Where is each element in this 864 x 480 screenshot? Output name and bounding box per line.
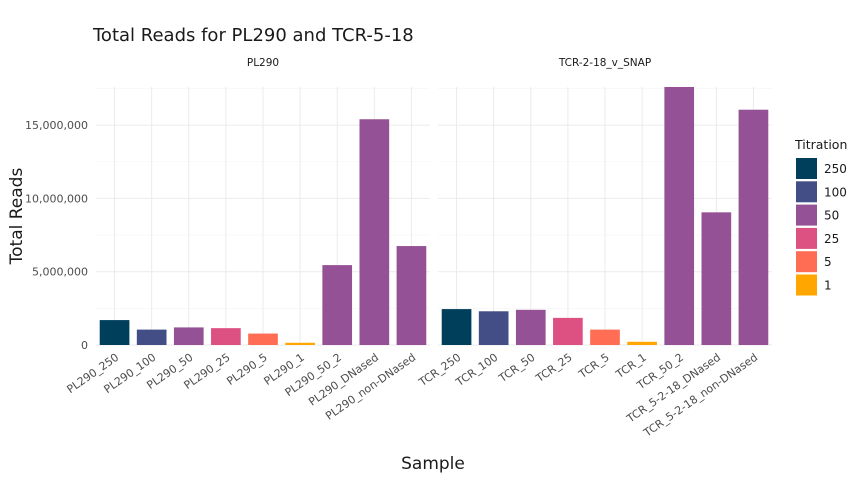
bar-TCR_5: [590, 329, 620, 345]
y-tick-label: 15,000,000: [25, 119, 88, 132]
bar-PL290_25: [211, 328, 241, 345]
bar-TCR_100: [478, 311, 509, 345]
y-tick-label: 5,000,000: [32, 266, 88, 279]
legend: Titration 250 100 50 25 5 1: [794, 137, 847, 296]
facet-label-pl290: PL290: [247, 57, 279, 69]
y-tick-label: 0: [81, 339, 88, 352]
legend-label-100: 100: [824, 185, 847, 199]
x-tick-label: TCR_25: [533, 351, 575, 386]
x-tick-label: TCR_250: [416, 351, 464, 390]
bar-PL290_50_2: [322, 265, 353, 345]
bar-TCR_5-2-18_DNased: [701, 212, 732, 345]
x-tick-label: TCR_5: [576, 351, 612, 382]
y-axis-ticks: 0 5,000,000 10,000,000 15,000,000: [25, 119, 88, 352]
bar-PL290_DNased: [359, 119, 390, 345]
legend-swatch-100: [796, 181, 817, 203]
facet-label-tcr: TCR-2-18_v_SNAP: [558, 57, 651, 69]
bar-TCR_250: [441, 309, 472, 345]
y-axis-title: Total Reads: [7, 168, 27, 266]
bar-TCR_50_2: [664, 87, 695, 345]
bar-PL290_50: [173, 327, 204, 345]
bars: [99, 87, 769, 345]
bar-TCR_5-2-18_non-DNased: [738, 109, 769, 345]
bar-PL290_1: [285, 342, 315, 345]
bar-TCR_1: [627, 341, 657, 345]
legend-label-5: 5: [824, 255, 832, 269]
bar-PL290_250: [99, 320, 130, 345]
bar-TCR_50: [515, 309, 546, 345]
legend-label-1: 1: [824, 279, 832, 293]
x-tick-label: TCR_100: [453, 351, 501, 390]
x-tick-label: TCR_50: [496, 351, 538, 386]
x-axis-title: Sample: [401, 454, 465, 474]
x-tick-label: PL290_5: [224, 351, 269, 388]
legend-swatch-250: [796, 158, 817, 179]
legend-label-250: 250: [824, 162, 847, 176]
y-tick-label: 10,000,000: [25, 192, 88, 205]
legend-swatch-25: [796, 227, 817, 249]
bar-PL290_5: [248, 333, 278, 345]
bar-TCR_25: [553, 317, 583, 345]
legend-swatch-1: [796, 274, 817, 296]
legend-swatch-50: [796, 204, 817, 226]
legend-label-50: 50: [824, 209, 839, 223]
legend-title: Titration: [794, 137, 847, 152]
chart-title: Total Reads for PL290 and TCR-5-18: [92, 25, 414, 46]
legend-label-25: 25: [824, 232, 839, 246]
bar-PL290_100: [136, 329, 167, 345]
bar-PL290_non-DNased: [396, 246, 427, 345]
legend-swatch-5: [796, 251, 817, 273]
x-axis-ticks: PL290_250PL290_100PL290_50PL290_25PL290_…: [64, 351, 760, 440]
